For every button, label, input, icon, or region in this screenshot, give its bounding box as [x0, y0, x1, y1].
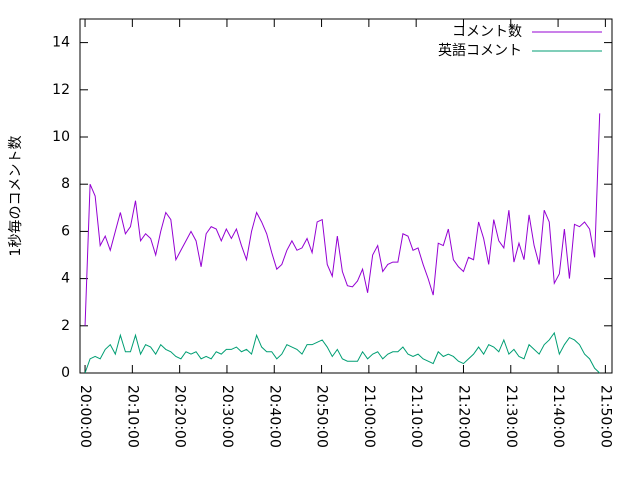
y-tick-label: 10 [52, 129, 70, 145]
legend-label: 英語コメント [438, 42, 522, 59]
y-axis-label: 1秒毎のコメント数 [8, 136, 24, 257]
y-tick-label: 6 [61, 223, 70, 239]
y-tick-label: 4 [61, 271, 70, 287]
x-tick-label: 21:00:00 [361, 385, 377, 448]
series-line [84, 331, 601, 374]
y-tick-label: 14 [52, 35, 70, 51]
series-line [84, 113, 601, 326]
x-tick-label: 20:30:00 [219, 385, 235, 448]
y-tick-label: 12 [52, 82, 70, 98]
x-tick-label: 21:30:00 [503, 385, 519, 448]
x-tick-label: 20:40:00 [266, 385, 282, 448]
y-tick-label: 8 [61, 176, 70, 192]
legend-label: コメント数 [452, 24, 522, 40]
x-tick-label: 20:20:00 [172, 385, 188, 448]
x-tick-label: 21:50:00 [597, 385, 613, 448]
x-tick-label: 20:00:00 [77, 385, 93, 448]
x-tick-label: 21:20:00 [455, 385, 471, 448]
x-tick-label: 20:50:00 [314, 385, 330, 448]
y-tick-label: 0 [61, 365, 70, 381]
y-tick-label: 2 [61, 318, 70, 334]
plot-border [79, 18, 613, 374]
x-tick-label: 20:10:00 [124, 385, 140, 448]
x-tick-label: 21:40:00 [550, 385, 566, 448]
x-tick-label: 21:10:00 [408, 385, 424, 448]
